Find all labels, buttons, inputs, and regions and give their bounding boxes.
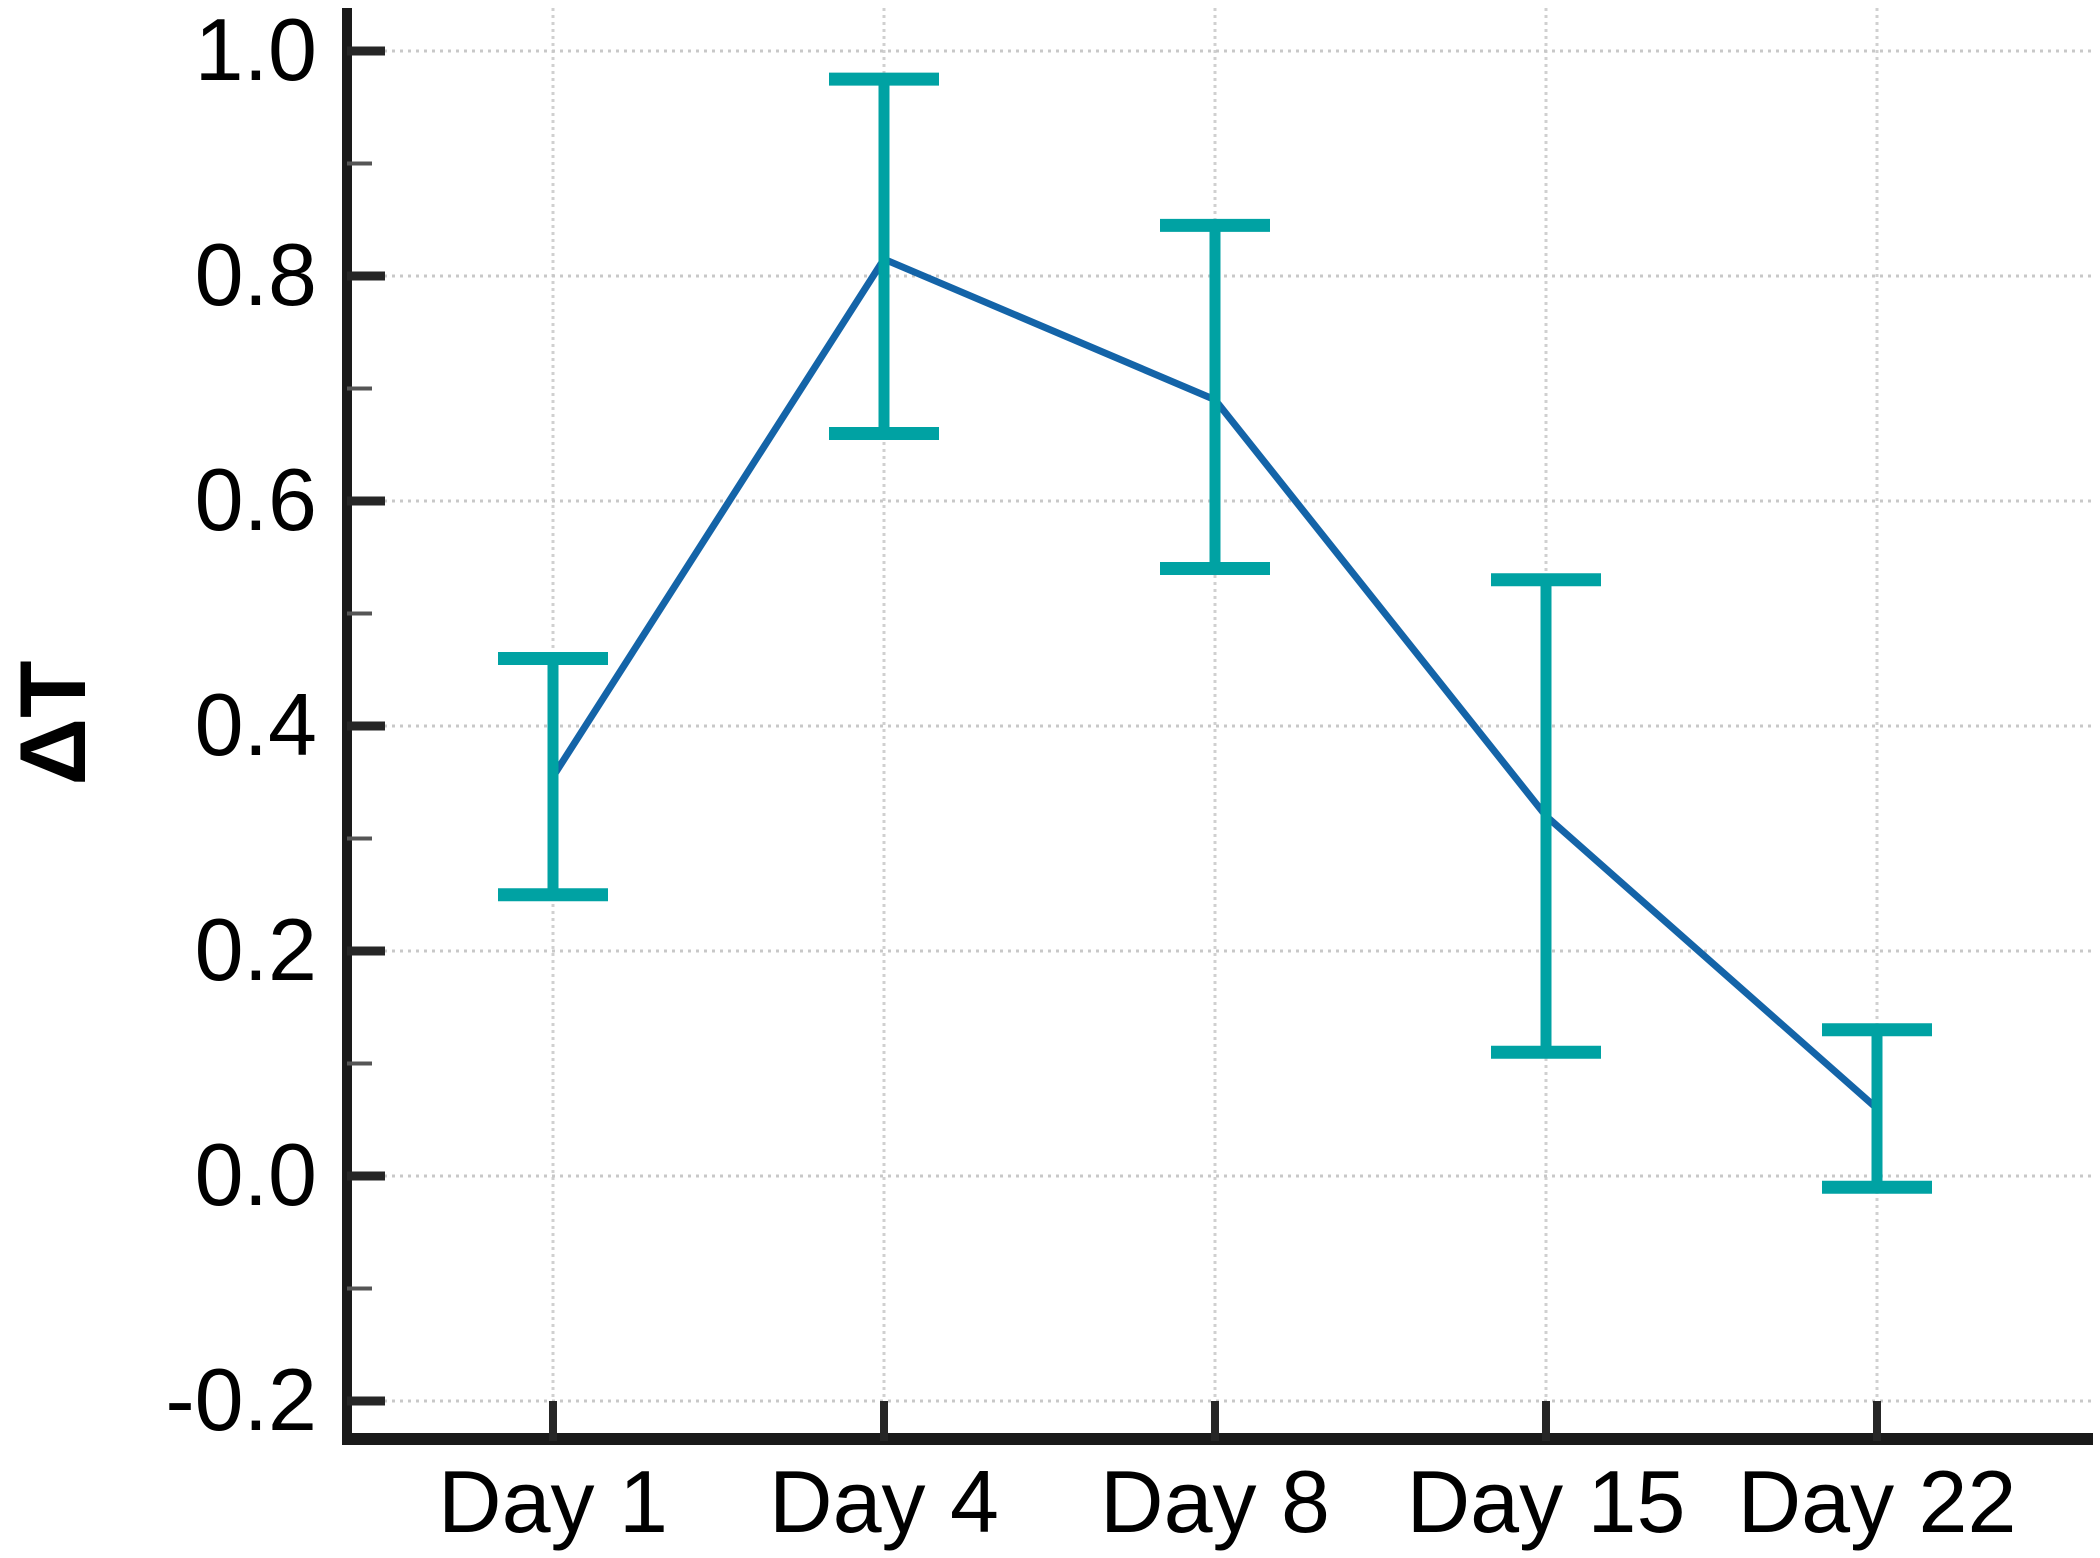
ticks-layer: [347, 46, 1881, 1441]
error-bar: [1160, 218, 1270, 575]
y-tick-label: 0.0: [195, 1125, 317, 1224]
x-tick-label: Day 1: [438, 1452, 668, 1551]
y-tick-label: -0.2: [165, 1350, 317, 1449]
error-bar: [1491, 573, 1601, 1059]
y-tick-label: 0.2: [195, 900, 317, 999]
y-tick-label: 0.4: [195, 675, 317, 774]
data-series-layer: [498, 72, 1932, 1194]
y-axis-title: ΔT: [0, 661, 105, 786]
y-tick-label: 1.0: [195, 0, 317, 99]
tick-labels-layer: 1.0 0.8 0.6 0.4 0.2 0.0 -0.2 Day 1 Day 4 Day 8 Day…: [165, 0, 2016, 1551]
x-tick-label: Day 4: [769, 1452, 999, 1551]
gridlines-layer: [352, 8, 2093, 1434]
x-tick-label: Day 22: [1738, 1452, 2017, 1551]
error-bar: [498, 652, 608, 902]
error-bar: [829, 72, 939, 440]
error-bar: [1822, 1023, 1932, 1194]
y-tick-label: 0.6: [195, 450, 317, 549]
y-tick-label: 0.8: [195, 225, 317, 324]
x-tick-label: Day 15: [1407, 1452, 1686, 1551]
x-tick-label: Day 8: [1100, 1452, 1330, 1551]
